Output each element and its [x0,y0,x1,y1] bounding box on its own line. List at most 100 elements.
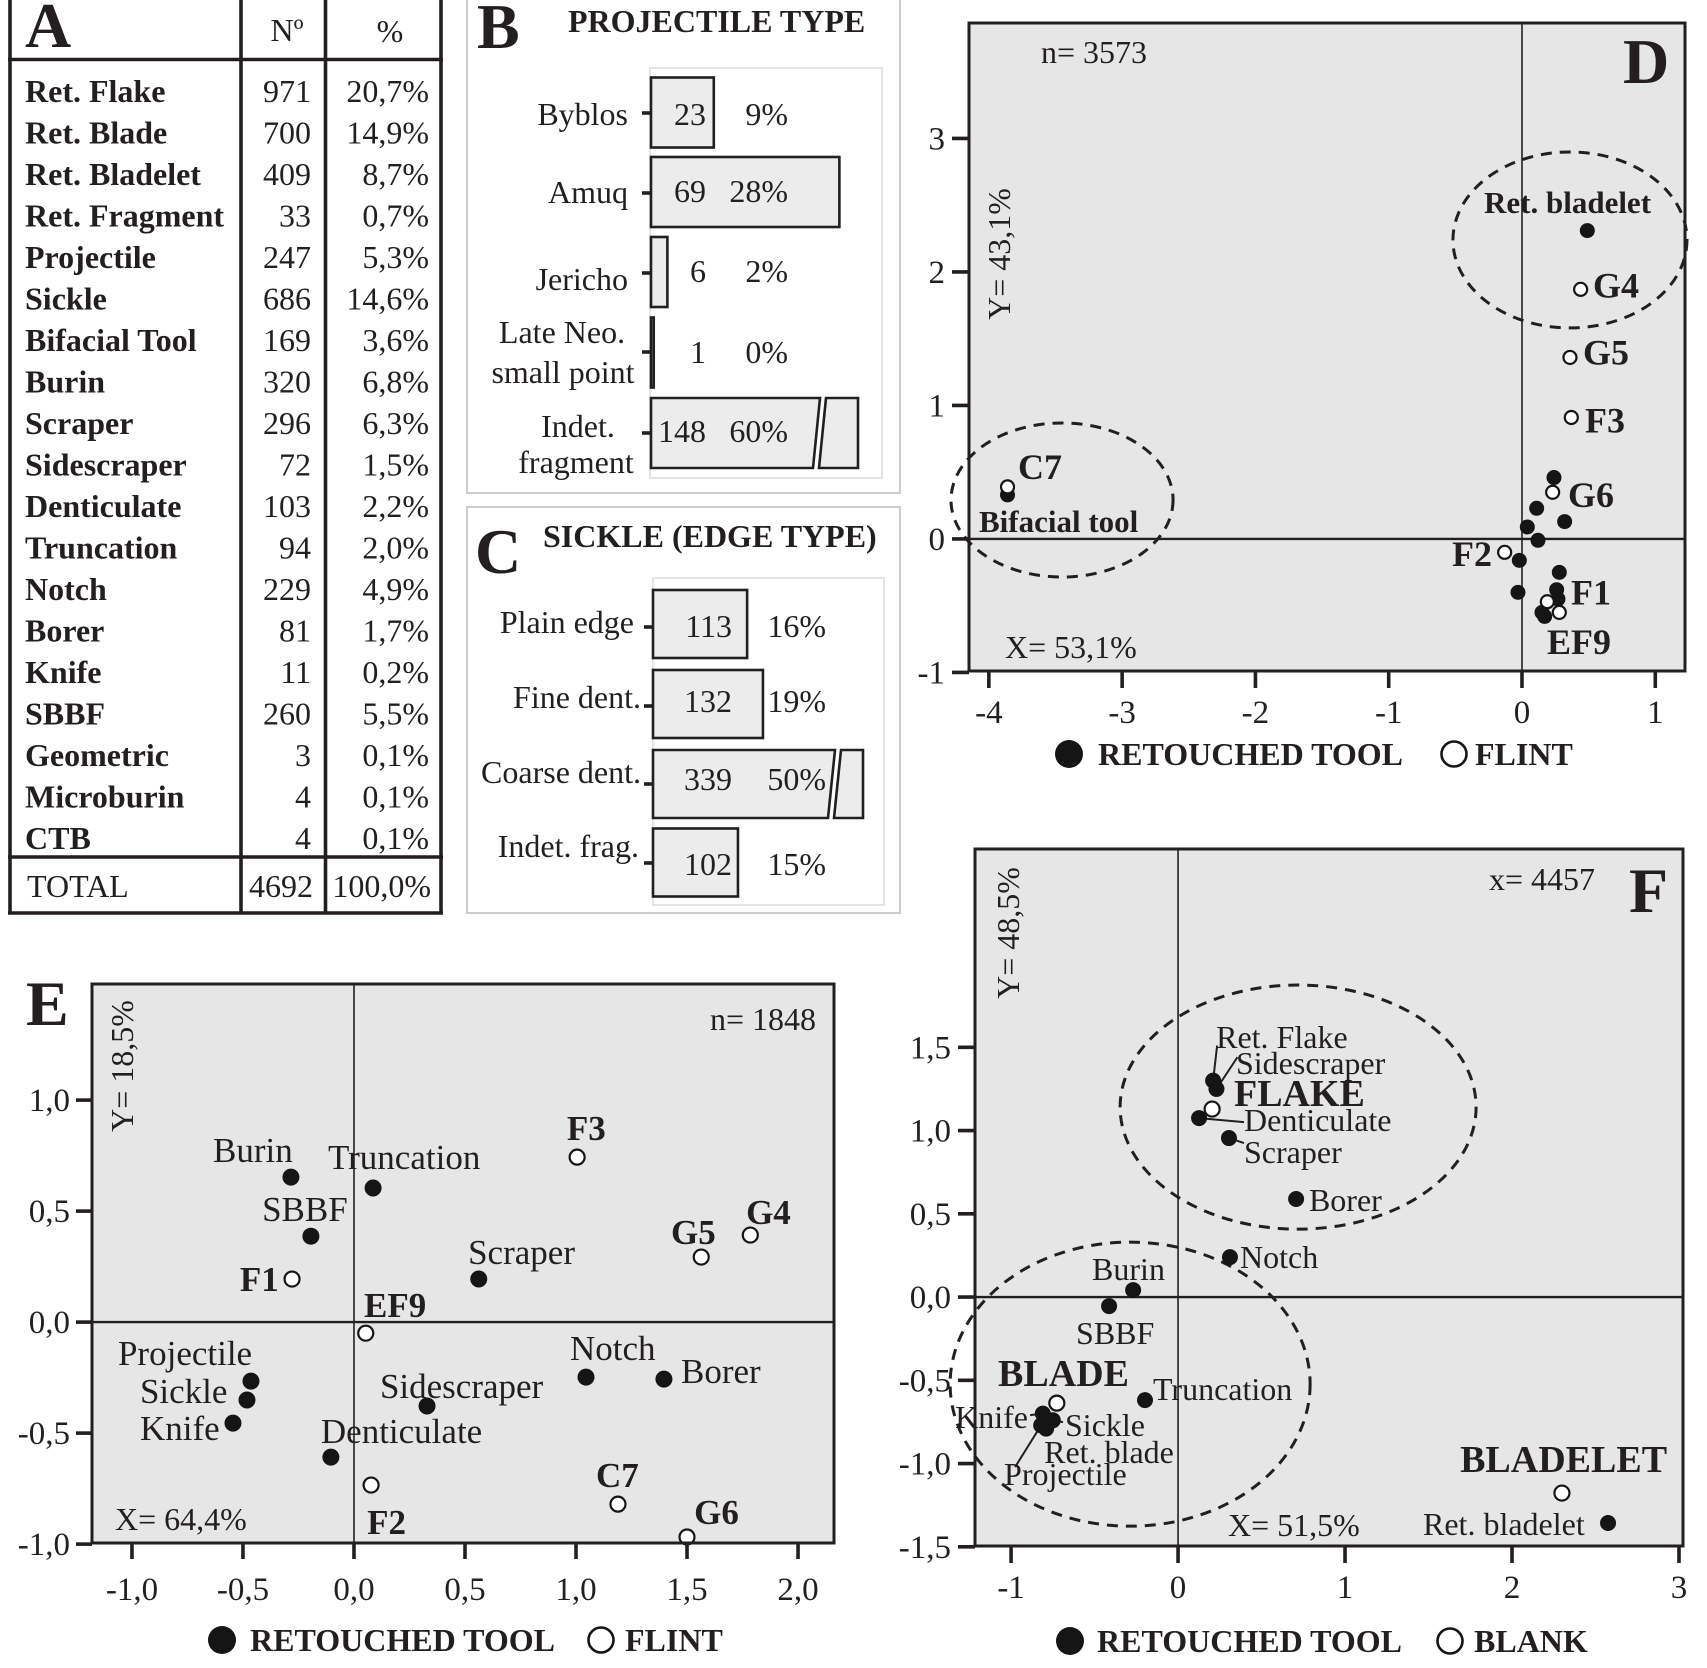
point-label: Burin [1092,1251,1165,1287]
scatter-plot: Burin Truncation SBBF Scraper ProjectileSick… [18,982,836,1608]
row-percent: 4,9% [362,571,429,607]
category-label: Late Neo. [499,314,625,350]
panel-frame [466,506,901,914]
panel-label-c: C [475,516,521,587]
table-total-row: TOTAL 4692 100,0% [27,868,431,904]
row-percent: 5,3% [362,239,429,275]
value-label: 69 [674,173,706,209]
row-name: Bifacial Tool [25,322,197,358]
point-label: Burin [213,1131,293,1170]
percent-label: 60% [729,413,788,449]
bar [649,396,822,470]
legend: RETOUCHED TOOL FLINT [1055,736,1573,772]
open-data-point [1545,484,1561,500]
total-label: TOTAL [27,868,129,904]
point-label: BLADELET [1460,1439,1667,1481]
plot-area [969,23,1685,671]
bar-row: Jericho 6 2% [536,235,788,309]
row-name: Ret. Bladelet [25,156,201,192]
x-tick-label: 0 [1170,1570,1187,1606]
table-body: Ret. Flake 971 20,7%Ret. Blade 700 14,9%Ret.… [25,73,429,856]
column-header-percent: % [377,13,404,49]
point-label: SBBF [1076,1315,1154,1351]
point-label: SBBF [262,1190,348,1229]
x-tick-label: 3 [1671,1570,1688,1606]
group-ellipse [1451,150,1689,330]
bar [651,588,749,660]
bar-series: Plain edge 113 16% Fine dent. 132 19% Coarse d… [481,588,865,898]
open-data-point [741,1226,759,1244]
row-percent: 1,7% [362,613,429,649]
row-percent: 0,1% [362,737,429,773]
row-percent: 2,2% [362,488,429,524]
point-label: Projectile [118,1334,252,1373]
x-tick-label: -2 [1242,695,1270,731]
point-label: Sidescraper [1236,1045,1386,1081]
panel-a-table: A Nº % Ret. Flake 971 20,7% Ret. Blade 700 14… [8,0,443,915]
filled-data-point [282,1168,300,1186]
panel-d-scatter: Ret. bladelet Bifacial tool G4 G5 F3 G6 C7 F2 F1… [918,21,1689,772]
filled-data-point [1510,584,1526,600]
point-label: Knife [140,1409,220,1448]
row-percent: 0,7% [362,198,429,234]
bar [649,316,656,389]
row-name: Denticulate [25,488,181,524]
open-data-point [1553,1484,1571,1502]
value-label: 102 [684,846,732,882]
bar-row: Fine dent. 132 19% [513,668,826,740]
plot-frame [967,21,1687,673]
point-label: FLAKE [1234,1073,1365,1115]
category-label: Amuq [548,174,628,210]
open-data-point [1562,349,1578,366]
point-label: Borer [1309,1182,1382,1218]
category-label: Fine dent. [513,679,641,715]
filled-data-point [1221,1249,1238,1266]
value-label: 132 [684,683,732,719]
panel-e-scatter: Burin Truncation SBBF Scraper ProjectileSick… [18,968,836,1658]
point-label: Sickle [1065,1407,1145,1443]
filled-data-point [1579,223,1595,239]
bar [651,748,837,820]
row-name: Ret. Flake [25,73,165,109]
open-circle-icon [1436,1627,1464,1655]
filled-data-point [1519,519,1535,535]
row-name: Burin [25,364,105,400]
x-tick-label: 1 [1647,695,1664,731]
y-axis-variance-label: Y= 43,1% [981,188,1017,320]
open-data-point [1203,1100,1221,1118]
bar-row: Coarse dent. 339 50% [481,748,865,820]
row-name: Sickle [25,281,107,317]
x-axis-variance-label: X= 64,4% [115,1501,247,1537]
open-data-point [999,479,1016,495]
x-tick-label: -1,0 [106,1572,158,1608]
row-name: Microburin [25,779,185,815]
y-tick-label: 0 [929,522,946,558]
row-count: 971 [263,73,311,109]
open-circle-icon [1440,740,1468,768]
open-data-point [692,1248,710,1266]
point-label: BLADE [998,1353,1129,1395]
filled-circle-icon [1056,1627,1084,1655]
point-label: Truncation [1153,1371,1292,1407]
bar-axis-break-segment [832,748,865,820]
point-label: C7 [596,1456,639,1495]
point-label: G5 [671,1213,716,1252]
x-tick-label: 1,5 [666,1572,707,1608]
point-label: F3 [1585,400,1625,440]
point-label: F2 [1452,534,1492,574]
filled-data-point [1600,1515,1617,1532]
filled-data-point [1511,552,1527,568]
x-tick-label: 0 [1514,695,1531,731]
panel-label-d: D [1623,26,1669,97]
x-tick-label: -1 [1375,695,1403,731]
table-row: Truncation 94 2,0% [25,530,429,566]
row-count: 103 [263,488,311,524]
percent-label: 15% [767,846,826,882]
bar [651,668,765,740]
row-name: Ret. Fragment [25,198,224,234]
point-label: F1 [240,1260,279,1299]
percent-label: 16% [767,608,826,644]
bar [651,827,740,898]
